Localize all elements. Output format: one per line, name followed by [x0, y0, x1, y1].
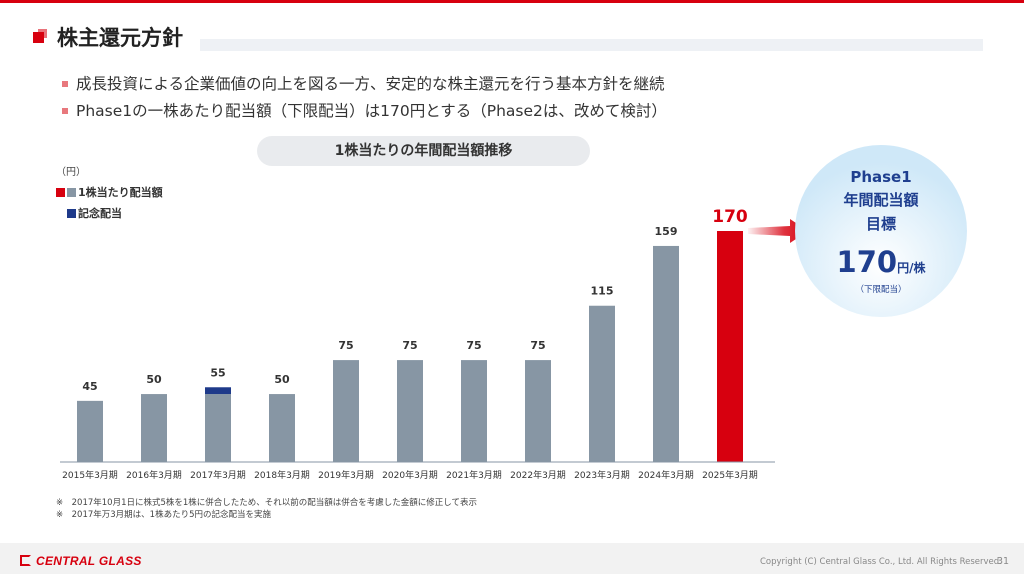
x-tick-label-5: 2019年3月期: [318, 469, 374, 481]
bubble-unit: 円/株: [897, 260, 926, 275]
chart-title: 1株当たりの年間配当額推移: [257, 136, 590, 166]
x-tick-label-6: 2020年3月期: [382, 469, 438, 481]
legend-label: 記念配当: [78, 207, 122, 220]
bubble-note: （下限配当）: [855, 284, 906, 295]
bar-11: [717, 231, 743, 462]
arrow-right-icon: [748, 219, 808, 243]
data-label-8: 75: [530, 339, 545, 352]
chart-legend: 1株当たり配当額 記念配当: [56, 186, 163, 228]
data-label-5: 75: [338, 339, 353, 352]
copyright-text: Copyright (C) Central Glass Co., Ltd. Al…: [760, 557, 1002, 567]
bubble-value: 170: [837, 245, 898, 279]
x-tick-label-10: 2024年3月期: [638, 469, 694, 481]
bar-8: [525, 360, 551, 462]
legend-gray-swatch: [67, 188, 76, 197]
bar-10: [653, 245, 679, 462]
x-tick-label-8: 2022年3月期: [510, 469, 566, 481]
legend-item-commemorative: 記念配当: [56, 207, 163, 228]
bar-4: [269, 394, 295, 462]
data-label-11: 170: [712, 207, 748, 227]
footnote: ※ 2017年10月1日に株式5株を1株に併合したため、それ以前の配当額は併合を…: [56, 498, 478, 508]
bubble-line-phase: Phase1: [850, 168, 911, 186]
data-label-9: 115: [591, 285, 614, 298]
logo-mark-icon: [20, 555, 31, 566]
legend-blue-swatch: [67, 209, 76, 218]
bubble-value-row: 170円/株: [837, 245, 927, 279]
bar-commemorative-3: [205, 387, 231, 395]
legend-red-swatch: [56, 188, 65, 197]
page-number: 31: [997, 556, 1010, 567]
footnote: ※ 2017年万3月期は、1株あたり5円の記念配当を実施: [56, 510, 271, 520]
bar-9: [589, 305, 615, 462]
x-tick-label-7: 2021年3月期: [446, 469, 502, 481]
chart-unit-label: （円）: [56, 167, 86, 178]
policy-bullets: 成長投資による企業価値の向上を図る一方、安定的な株主還元を行う基本方針を継続 P…: [62, 71, 667, 125]
bar-1: [77, 400, 103, 462]
data-label-3: 55: [210, 366, 225, 379]
x-tick-label-3: 2017年3月期: [190, 469, 246, 481]
legend-label: 1株当たり配当額: [78, 186, 163, 199]
bar-2: [141, 394, 167, 462]
x-tick-label-4: 2018年3月期: [254, 469, 310, 481]
bar-6: [397, 360, 423, 462]
page-title: 株主還元方針: [57, 26, 183, 50]
data-label-7: 75: [466, 339, 481, 352]
x-tick-label-11: 2025年3月期: [702, 469, 758, 481]
title-square-icon: [33, 29, 47, 43]
footer-band: [0, 543, 1024, 574]
top-accent-line: [0, 0, 1024, 3]
x-tick-label-1: 2015年3月期: [62, 469, 118, 481]
data-label-2: 50: [146, 373, 162, 386]
bar-7: [461, 360, 487, 462]
bar-3: [205, 394, 231, 462]
legend-item-dividend: 1株当たり配当額: [56, 186, 163, 207]
title-underline-band: [200, 39, 983, 51]
x-tick-label-9: 2023年3月期: [574, 469, 630, 481]
data-label-6: 75: [402, 339, 417, 352]
data-label-4: 50: [274, 373, 290, 386]
bullet-item: Phase1の一株あたり配当額（下限配当）は170円とする（Phase2は、改め…: [62, 98, 667, 125]
bubble-line-annual: 年間配当額: [843, 191, 918, 209]
footnotes: ※ 2017年10月1日に株式5株を1株に併合したため、それ以前の配当額は併合を…: [56, 497, 477, 521]
target-bubble: [795, 145, 967, 317]
bar-5: [333, 360, 359, 462]
data-label-1: 45: [82, 380, 97, 393]
company-logo: CENTRAL GLASS: [20, 554, 142, 568]
bullet-item: 成長投資による企業価値の向上を図る一方、安定的な株主還元を行う基本方針を継続: [62, 71, 667, 98]
data-label-10: 159: [655, 225, 678, 238]
bubble-line-target: 目標: [866, 215, 896, 233]
x-tick-label-2: 2016年3月期: [126, 469, 182, 481]
